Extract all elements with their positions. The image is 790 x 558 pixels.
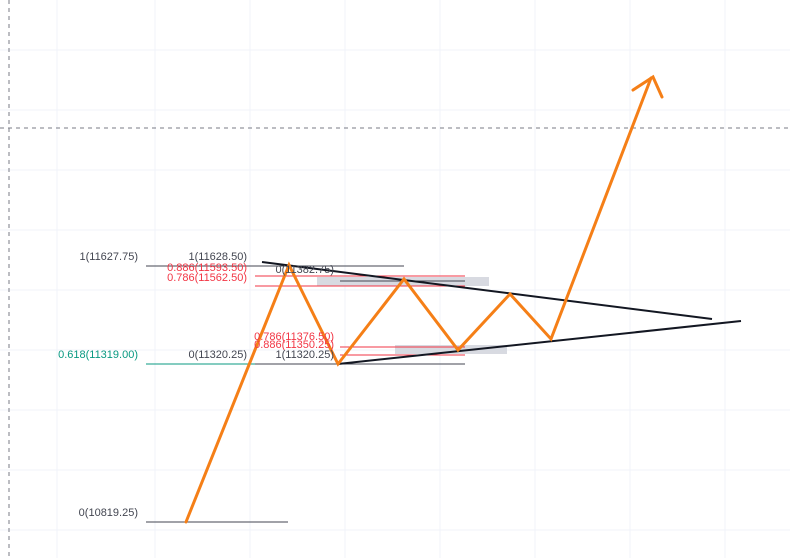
- fib-label-one-lower: 1(11320.25): [275, 349, 334, 361]
- fib-label-golden: 0.618(11319.00): [58, 349, 138, 361]
- fib-label-top-right: 1(11628.50): [188, 251, 247, 263]
- fib-label-zero-upper: 0(11382.75): [275, 264, 334, 276]
- lower-trendline[interactable]: [337, 320, 742, 365]
- fib-label-top-left: 1(11627.75): [79, 251, 138, 263]
- lower-retracement-zone[interactable]: [395, 345, 507, 354]
- fib-label-zero-mid: 0(11320.25): [188, 349, 247, 361]
- fib-label-0786-upper: 0.786(11562.50): [167, 272, 247, 284]
- fib-label-bottom: 0(10819.25): [79, 507, 138, 519]
- fib-label-0886-lower: 0.886(11350.25): [254, 339, 334, 351]
- arrow-head-icon: [631, 74, 664, 99]
- fib-label-0786-lower: 0.786(11376.50): [254, 331, 334, 343]
- fib-label-0886-upper: 0.886(11593.50): [167, 262, 247, 274]
- projection-path[interactable]: [184, 76, 653, 524]
- upper-trendline[interactable]: [261, 261, 713, 320]
